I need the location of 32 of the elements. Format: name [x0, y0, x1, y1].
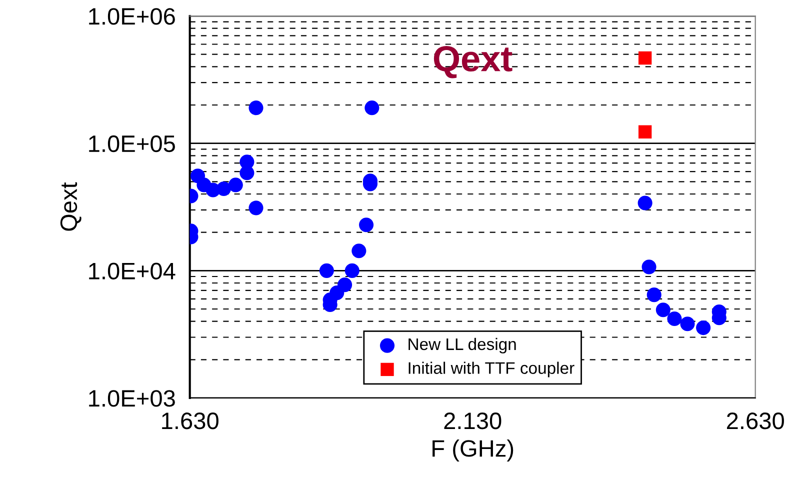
point: [248, 200, 264, 216]
point: [638, 125, 652, 138]
point: [338, 278, 352, 292]
point: [248, 100, 264, 116]
y-tick-label: 1.0E+05: [89, 135, 175, 152]
point: [228, 178, 243, 192]
point: [646, 288, 662, 302]
legend-label: New LL design: [408, 338, 516, 354]
point: [642, 260, 656, 274]
point: [358, 218, 374, 232]
point: [667, 311, 682, 326]
x-tick-label: 2.130: [444, 412, 502, 430]
point: [638, 51, 652, 65]
point: [638, 196, 652, 210]
point: [352, 244, 366, 258]
point: [656, 302, 670, 318]
point: [680, 316, 695, 332]
y-axis-title: Qext: [60, 182, 82, 231]
point: [319, 263, 334, 278]
x-tick-label: 1.630: [162, 412, 218, 430]
y-tick-label: 1.0E+04: [89, 262, 176, 280]
y-tick-label: 1.0E+06: [89, 8, 175, 25]
point: [344, 263, 360, 278]
x-axis-title: F (GHz): [432, 439, 514, 462]
point: [240, 154, 254, 170]
legend-label: Initial with TTF coupler: [408, 362, 574, 378]
point: [364, 100, 380, 116]
x-tick-label: 2.630: [726, 412, 784, 430]
point: [696, 320, 711, 336]
y-tick-label: 1.0E+03: [89, 390, 175, 407]
text: Qext: [434, 46, 512, 78]
point: [216, 181, 232, 196]
